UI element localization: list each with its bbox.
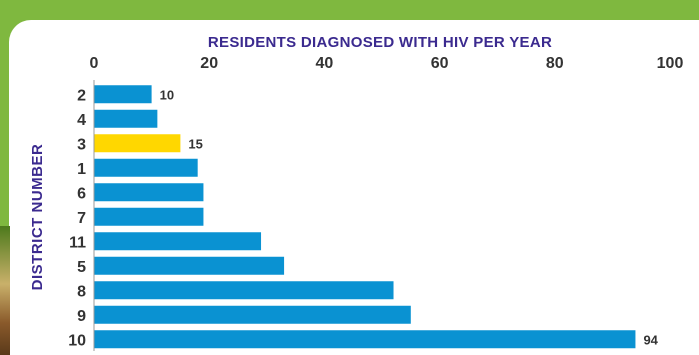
data-label: 10	[160, 87, 174, 102]
bar-district-7	[94, 207, 204, 226]
category-label: 8	[77, 283, 86, 300]
category-label: 3	[77, 136, 86, 153]
bar-district-4	[94, 109, 158, 128]
x-tick-label: 20	[200, 55, 218, 72]
category-label: 4	[77, 112, 86, 129]
bar-district-8	[94, 281, 394, 300]
bar-district-1	[94, 158, 198, 177]
x-tick-label: 80	[546, 55, 564, 72]
category-label: 1	[77, 161, 86, 178]
category-label: 2	[77, 87, 86, 104]
x-tick-label: 0	[90, 55, 99, 72]
decorative-photo-strip	[0, 226, 10, 355]
bar-district-11	[94, 232, 262, 251]
bar-district-5	[94, 256, 285, 275]
x-tick-label: 60	[431, 55, 449, 72]
category-label: 7	[77, 210, 86, 227]
category-label: 10	[68, 332, 86, 349]
bar-district-6	[94, 183, 204, 202]
x-axis-ticks: 0 20 40 60 80 100	[90, 55, 684, 72]
bar-district-2	[94, 85, 152, 104]
data-label: 15	[188, 136, 202, 151]
bars	[94, 85, 636, 349]
x-tick-label: 40	[316, 55, 334, 72]
category-label: 9	[77, 308, 86, 325]
bar-district-10	[94, 330, 636, 349]
data-label: 94	[643, 332, 658, 347]
y-axis-title: DISTRICT NUMBER	[29, 144, 46, 291]
category-label: 11	[69, 234, 86, 251]
category-label: 5	[77, 259, 86, 276]
x-tick-label: 100	[657, 55, 684, 72]
category-label: 6	[77, 185, 86, 202]
data-labels: 10 15 94	[160, 87, 659, 347]
chart-title: RESIDENTS DIAGNOSED WITH HIV PER YEAR	[208, 34, 552, 51]
bar-district-9	[94, 305, 411, 324]
category-labels: 2 4 3 1 6 7 11 5 8 9 10	[68, 87, 86, 349]
bar-district-3	[94, 134, 181, 153]
